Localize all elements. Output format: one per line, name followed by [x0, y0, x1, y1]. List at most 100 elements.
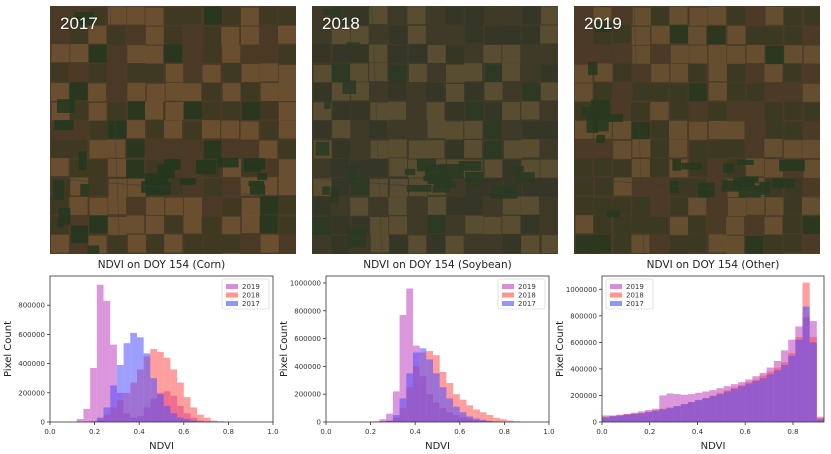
histogram-bar — [399, 398, 407, 422]
y-tick-label: 200000 — [294, 391, 321, 399]
histogram-bar — [802, 306, 810, 422]
legend-label: 2018 — [626, 292, 644, 300]
y-tick-label: 600000 — [294, 335, 321, 343]
legend-swatch — [226, 301, 238, 306]
y-tick-label: 200000 — [18, 389, 45, 397]
histogram-bar — [602, 416, 610, 422]
histogram-bar — [177, 382, 184, 422]
histogram-bar — [433, 373, 440, 422]
legend-swatch — [610, 301, 622, 306]
histogram-bar — [809, 342, 817, 422]
histogram-bar — [96, 417, 104, 422]
legend-swatch — [610, 292, 622, 298]
x-tick-label: 0.2 — [365, 428, 376, 436]
y-axis-label: Pixel Count — [3, 321, 14, 377]
histogram-bar — [609, 416, 617, 422]
histogram-bar — [379, 419, 387, 422]
histogram-bar — [163, 405, 171, 422]
x-tick-label: 0.8 — [787, 428, 798, 436]
x-tick-label: 1.0 — [267, 428, 278, 436]
histogram-bar — [123, 343, 131, 422]
x-tick-label: 1.0 — [543, 428, 554, 436]
legend-label: 2017 — [626, 300, 644, 308]
histogram-bar — [759, 378, 767, 422]
y-tick-label: 0 — [593, 419, 597, 427]
histogram-bar — [163, 357, 171, 422]
y-tick-label: 1000000 — [566, 286, 597, 294]
year-label: 2018 — [322, 14, 360, 33]
series-2017 — [90, 332, 204, 422]
histogram-bar — [386, 420, 393, 422]
histogram-bar — [695, 400, 703, 422]
x-tick-label: 0.6 — [178, 428, 190, 436]
y-tick-label: 800000 — [570, 312, 597, 320]
x-tick-label: 0.8 — [499, 428, 510, 436]
legend-label: 2019 — [242, 283, 260, 291]
histogram-bar — [406, 373, 413, 422]
y-tick-label: 400000 — [570, 365, 597, 373]
histogram-bar — [666, 408, 674, 422]
legend-swatch — [226, 292, 238, 298]
histogram-bar — [816, 419, 824, 422]
histogram-bar — [157, 351, 164, 422]
histogram-bar — [406, 288, 413, 422]
histogram-bar — [399, 314, 407, 422]
histogram-bar — [426, 359, 434, 422]
histogram-bar — [709, 396, 717, 422]
satellite-image-2019: 2019 — [573, 5, 822, 273]
year-label: 2017 — [60, 14, 98, 33]
histogram-bar — [466, 405, 474, 422]
histogram-bar — [157, 394, 164, 422]
histogram-bar — [412, 352, 420, 422]
satellite-image-2017: 2017 — [49, 5, 298, 273]
legend-label: 2017 — [518, 300, 536, 308]
satellite-texture-2018 — [311, 5, 560, 273]
y-tick-label: 1000000 — [290, 279, 321, 287]
x-axis-label: NDVI — [425, 441, 450, 452]
histogram-bar — [392, 415, 400, 422]
histogram-bar — [486, 415, 494, 422]
series-2017 — [602, 306, 824, 422]
histogram-bar — [738, 386, 746, 422]
histogram-bar — [479, 419, 487, 422]
x-tick-label: 0.0 — [596, 428, 607, 436]
histogram-bar — [687, 402, 696, 422]
histogram-bar — [116, 365, 124, 422]
x-axis-label: NDVI — [149, 441, 174, 452]
legend-swatch — [502, 292, 514, 298]
histogram-bar — [103, 300, 111, 422]
histogram-bar — [136, 337, 144, 422]
histogram-bar — [190, 420, 198, 422]
histogram-bar — [644, 412, 653, 422]
legend-swatch — [502, 284, 514, 289]
histogram-bar — [716, 394, 724, 422]
histogram-bar — [143, 353, 151, 422]
histogram-bar — [659, 409, 667, 422]
histogram-bar — [630, 414, 638, 422]
legend-label: 2019 — [626, 283, 644, 291]
histogram-bar — [203, 417, 211, 422]
y-tick-label: 0 — [41, 419, 45, 427]
histogram-bar — [730, 388, 739, 422]
y-axis-label: Pixel Count — [555, 321, 566, 377]
histogram-bar — [473, 418, 480, 422]
histogram-bar — [623, 414, 631, 422]
plot-frame — [601, 275, 825, 423]
histogram-bar — [723, 391, 731, 422]
x-axis-label: NDVI — [701, 441, 726, 452]
legend-label: 2017 — [242, 300, 260, 308]
histogram-other: NDVI on DOY 154 (Other) 0.0 0.2 0.4 0.6 0.8 0 2… — [555, 259, 825, 452]
x-tick-label: 0.2 — [644, 428, 655, 436]
legend-label: 2019 — [518, 283, 536, 291]
histogram-bar — [781, 364, 789, 422]
x-tick-label: 0.4 — [692, 428, 704, 436]
y-tick-label: 0 — [317, 419, 321, 427]
histogram-bar — [499, 419, 507, 422]
y-axis-label: Pixel Count — [279, 321, 290, 377]
x-tick-label: 0.6 — [740, 428, 752, 436]
legend-swatch — [226, 284, 238, 289]
histogram-bar — [103, 407, 111, 422]
